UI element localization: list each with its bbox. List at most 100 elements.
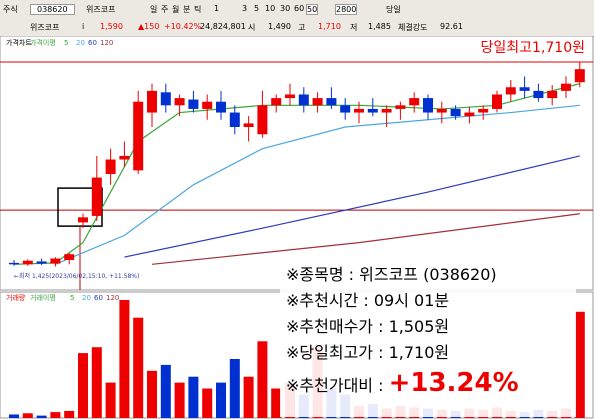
interval[interactable]: 10 bbox=[265, 4, 276, 13]
candle-body bbox=[340, 105, 351, 113]
candle-body bbox=[133, 101, 144, 171]
volume-bar bbox=[160, 364, 171, 418]
volume-bar bbox=[229, 359, 240, 418]
candle-body bbox=[547, 90, 558, 99]
candle-body bbox=[202, 101, 213, 109]
low-note: ←최저 1,425(2023/06/02,15:10, +11.58%) bbox=[14, 272, 139, 280]
candle-body bbox=[229, 112, 240, 127]
annotation-line: ※추천매수가 : 1,505원 bbox=[286, 314, 576, 340]
volume-bar bbox=[174, 382, 185, 418]
count[interactable]: 50 bbox=[306, 4, 319, 15]
candle-body bbox=[91, 177, 102, 216]
candle-body bbox=[22, 260, 33, 265]
tab[interactable]: 가격차트 bbox=[6, 38, 32, 47]
candle-body bbox=[381, 108, 392, 113]
volume-bar bbox=[257, 341, 268, 418]
info[interactable]: i bbox=[82, 22, 85, 31]
annotation-item: ※추천가대비 : bbox=[286, 376, 389, 395]
period[interactable]: 일 bbox=[150, 5, 158, 14]
candle-body bbox=[326, 98, 337, 106]
volume-bar bbox=[271, 388, 282, 418]
interval[interactable]: 30 bbox=[280, 4, 291, 13]
ma-period: 60 bbox=[94, 294, 103, 302]
volume-bar bbox=[91, 347, 102, 418]
annotation-item: ※추천매수가 : 1,505원 bbox=[286, 317, 450, 336]
count[interactable]: 2800 bbox=[335, 4, 358, 15]
ma-period: 120 bbox=[106, 294, 119, 302]
candle-body bbox=[285, 94, 295, 99]
volume-bar bbox=[78, 353, 88, 418]
low-label: 저 bbox=[350, 23, 358, 32]
candle-body bbox=[395, 105, 406, 109]
period[interactable]: 주 bbox=[161, 5, 169, 14]
annotation-item: ※추천시간 : 09시 01분 bbox=[286, 291, 450, 310]
gain: +13.24% bbox=[388, 368, 519, 398]
interval[interactable]: 3 bbox=[242, 4, 248, 13]
ma-period: 20 bbox=[76, 39, 85, 47]
period[interactable]: 분 bbox=[183, 5, 191, 14]
day-high-label: 당일최고1,710원 bbox=[481, 40, 585, 56]
today[interactable]: 당일 bbox=[386, 5, 401, 14]
candle-body bbox=[505, 87, 516, 95]
strength: 92.61 bbox=[440, 22, 463, 31]
candle-body bbox=[533, 90, 544, 99]
volume-bar bbox=[50, 412, 61, 418]
candle-body bbox=[436, 108, 447, 113]
candle-body bbox=[147, 90, 157, 113]
ma-period: 20 bbox=[82, 294, 91, 302]
candle-body bbox=[36, 261, 47, 264]
open-label: 시 bbox=[248, 23, 256, 32]
code[interactable]: 038620 bbox=[30, 4, 75, 15]
volume-bar bbox=[216, 382, 226, 418]
interval[interactable]: 1 bbox=[214, 4, 220, 13]
high: 1,710 bbox=[318, 22, 341, 31]
ma-line bbox=[151, 213, 580, 265]
volume-bar bbox=[188, 376, 199, 418]
interval[interactable]: 5 bbox=[254, 4, 260, 13]
tab[interactable]: 거래량 bbox=[6, 293, 26, 302]
price-panel bbox=[0, 36, 594, 291]
annotation-line: ※추천가대비 : +13.24% bbox=[286, 370, 576, 399]
volume-bar bbox=[119, 300, 130, 418]
candle-body bbox=[188, 99, 199, 109]
volume-bar bbox=[64, 410, 75, 418]
volume-bar bbox=[36, 415, 47, 418]
annotation-line: ※추천시간 : 09시 01분 bbox=[286, 288, 576, 314]
ma-line bbox=[55, 104, 580, 265]
ma-label: 가격이평 bbox=[30, 38, 56, 47]
volume-bar bbox=[574, 311, 585, 418]
volume-bar bbox=[105, 382, 116, 418]
open: 1,490 bbox=[268, 22, 291, 31]
candle-body bbox=[312, 98, 323, 106]
candle-body bbox=[450, 108, 461, 117]
period[interactable]: 월 bbox=[172, 5, 180, 14]
low: 1,485 bbox=[368, 22, 391, 31]
volume-bar bbox=[243, 376, 254, 418]
ma-period: 120 bbox=[100, 39, 113, 47]
candle-body bbox=[492, 94, 502, 109]
name: 위즈코프 bbox=[86, 5, 116, 14]
volume-bar bbox=[202, 388, 213, 418]
change: ▲150 bbox=[138, 22, 160, 31]
annotation-line: ※당일최고가 : 1,710원 bbox=[286, 340, 576, 366]
market[interactable]: 주식 bbox=[3, 5, 18, 14]
volume-bar bbox=[22, 413, 33, 418]
candle-body bbox=[409, 98, 420, 106]
annotation-item: ※종목명 : 위즈코프 (038620) bbox=[286, 265, 497, 284]
volume-bar bbox=[133, 317, 144, 418]
name: 위즈코프 bbox=[30, 23, 60, 32]
annotation: ※종목명 : 위즈코프 (038620) ※추천시간 : 09시 01분 ※추천매수… bbox=[280, 262, 576, 417]
ma-line bbox=[124, 155, 580, 258]
ma-period: 5 bbox=[64, 39, 68, 47]
candle-body bbox=[574, 69, 585, 83]
period[interactable]: 틱 bbox=[194, 5, 202, 14]
candle-body bbox=[160, 92, 171, 106]
price: 1,590 bbox=[100, 22, 123, 31]
candle-body bbox=[119, 155, 130, 160]
rate: +10.42% bbox=[164, 22, 202, 31]
candle-body bbox=[298, 94, 309, 106]
interval[interactable]: 60 bbox=[294, 4, 305, 13]
candle-body bbox=[519, 87, 530, 91]
volume: 24,824,801 bbox=[200, 22, 246, 31]
